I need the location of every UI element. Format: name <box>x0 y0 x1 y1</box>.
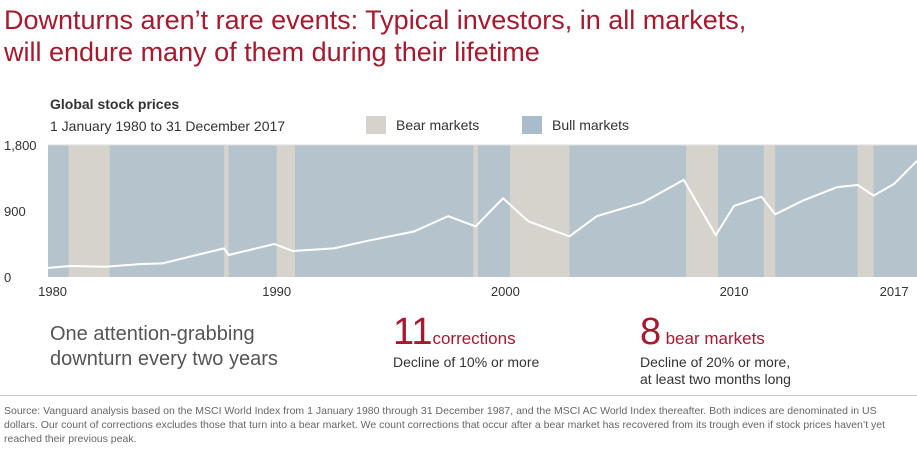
bear-market-band <box>224 145 229 277</box>
legend-bear: Bear markets <box>366 116 479 134</box>
bear-market-band <box>473 145 478 277</box>
headline-line: downturn every two years <box>50 348 278 370</box>
bear-desc-1: Decline of 20% or more, <box>640 354 791 370</box>
headline-stat: One attention-grabbing downturn every two… <box>50 322 278 372</box>
bear-number: 8 <box>640 311 662 353</box>
corrections-stat: 11corrections Decline of 10% or more <box>393 312 539 371</box>
y-tick-label: 0 <box>4 270 11 285</box>
chart-subtitle: 1 January 1980 to 31 December 2017 <box>50 118 286 134</box>
legend-label: Bear markets <box>396 117 480 133</box>
bull-market-background <box>48 145 917 277</box>
bear-swatch <box>366 116 386 134</box>
stock-price-chart: 0 900 1,800 1980 1990 2000 2010 2017 <box>4 138 917 299</box>
price-line <box>47 160 917 269</box>
source-note: Source: Vanguard analysis based on the M… <box>4 405 886 445</box>
bear-desc: Decline of 20% or more, at least two mont… <box>640 354 791 388</box>
corrections-desc: Decline of 10% or more <box>393 354 540 370</box>
bear-unit: bear markets <box>665 329 765 348</box>
y-tick-label: 1,800 <box>4 138 37 153</box>
bear-market-band <box>509 145 570 277</box>
x-tick-label: 2000 <box>491 284 520 299</box>
legend-label: Bull markets <box>552 117 630 133</box>
page-title: Downturns aren’t rare events: Typical in… <box>4 4 746 68</box>
x-tick-label: 2010 <box>720 284 749 299</box>
corrections-unit: corrections <box>432 329 516 348</box>
bear-stat: 8 bear markets Decline of 20% or more, at… <box>640 312 791 388</box>
bear-desc-2: at least two months long <box>640 371 791 387</box>
bear-market-band <box>857 145 874 277</box>
divider <box>0 395 917 396</box>
legend-bull: Bull markets <box>522 116 629 134</box>
title-line-1: Downturns aren’t rare events: Typical in… <box>4 5 747 35</box>
bear-market-band <box>68 145 110 277</box>
y-tick-label: 900 <box>4 204 26 219</box>
bear-market-band <box>276 145 295 277</box>
x-tick-label: 2017 <box>880 284 909 299</box>
corrections-number: 11 <box>393 311 433 353</box>
title-line-2: will endure many of them during their li… <box>4 37 540 67</box>
bull-swatch <box>522 116 542 134</box>
chart-title: Global stock prices <box>50 96 180 112</box>
headline-line: One attention-grabbing <box>50 323 255 345</box>
bear-market-band <box>763 145 776 277</box>
x-tick-label: 1990 <box>262 284 291 299</box>
x-tick-label: 1980 <box>38 284 67 299</box>
